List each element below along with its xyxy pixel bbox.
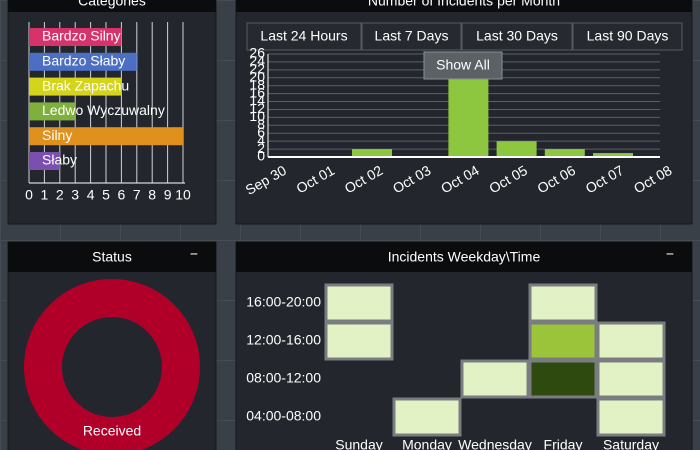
panel-title: Status <box>92 249 132 265</box>
column-label: Sunday <box>335 437 382 450</box>
range-button[interactable] <box>246 22 362 51</box>
bar <box>29 127 183 146</box>
heat-cell <box>324 321 394 361</box>
bar-label: Ledwo Wyczuwalny <box>42 102 165 118</box>
bar <box>593 153 633 157</box>
range-button-label[interactable]: Last 7 Days <box>375 28 449 44</box>
bar <box>29 52 137 71</box>
bar-label: Brak Zapachu <box>42 77 129 93</box>
x-tick-label: 3 <box>71 187 79 203</box>
collapse-button[interactable]: − <box>666 246 674 262</box>
bar-label: Słaby <box>42 152 77 168</box>
show-all-label[interactable]: Show All <box>436 57 490 73</box>
y-tick-label: 0 <box>257 148 265 164</box>
bar-label: Silny <box>42 127 72 143</box>
bar <box>496 141 537 157</box>
range-button[interactable] <box>461 22 573 51</box>
x-tick-label: 9 <box>164 187 172 203</box>
row-label: 12:00-16:00 <box>246 332 321 348</box>
heat-cell <box>460 359 530 399</box>
panel-header <box>8 0 216 12</box>
y-tick-label: 12 <box>249 100 265 116</box>
bar-label: Bardzo Słaby <box>42 53 125 69</box>
panel-header <box>236 0 692 12</box>
column-label: Friday <box>544 437 583 450</box>
y-tick-label: 18 <box>249 76 265 92</box>
range-button[interactable] <box>361 22 462 51</box>
bar-label: Bardzo Silny <box>42 28 121 44</box>
y-tick-label: 16 <box>249 84 265 100</box>
x-tick-label: 2 <box>56 187 64 203</box>
range-button-label[interactable]: Last 30 Days <box>476 28 558 44</box>
x-tick-label: 8 <box>148 187 156 203</box>
panel-title: Categories <box>78 0 146 9</box>
bar <box>29 102 76 121</box>
heat-cell <box>596 397 666 437</box>
bar <box>448 77 489 157</box>
x-tick-label: 10 <box>175 187 191 203</box>
collapse-button[interactable]: − <box>190 246 198 262</box>
x-tick-label: 7 <box>133 187 141 203</box>
panel-header <box>8 242 216 272</box>
slice-label: Received <box>83 423 141 439</box>
bar <box>352 149 392 157</box>
bar <box>29 28 122 46</box>
y-tick-label: 24 <box>249 53 265 69</box>
panel-title: Number of Incidents per Month <box>368 0 560 9</box>
x-tick-label: 1 <box>41 187 49 203</box>
y-tick-label: 14 <box>249 92 265 108</box>
x-tick-label: 5 <box>102 187 110 203</box>
heat-cell <box>596 359 666 399</box>
y-tick-label: 10 <box>249 108 265 124</box>
heat-cell <box>596 321 666 361</box>
pie-slice <box>24 279 200 450</box>
panel-title: Incidents Weekday\Time <box>388 249 541 265</box>
bar <box>29 77 122 96</box>
x-tick-label: 0 <box>25 187 33 203</box>
heat-cell <box>392 397 462 437</box>
panel-header <box>236 242 692 272</box>
x-tick-label: 4 <box>87 187 95 203</box>
bar <box>544 149 585 157</box>
range-button[interactable] <box>572 22 683 51</box>
x-tick-label: 6 <box>118 187 126 203</box>
y-tick-label: 22 <box>249 61 265 77</box>
y-tick-label: 6 <box>257 124 265 140</box>
row-label: 16:00-20:00 <box>246 294 321 310</box>
heat-cell <box>324 283 394 323</box>
column-label: Monday <box>402 437 452 450</box>
y-tick-label: 8 <box>257 116 265 132</box>
y-tick-label: 26 <box>249 45 265 61</box>
column-label: Saturday <box>603 437 659 450</box>
heat-cell <box>528 321 598 361</box>
heat-cell <box>528 359 598 399</box>
range-button-label[interactable]: Last 24 Hours <box>260 28 347 44</box>
y-tick-label: 4 <box>257 132 265 148</box>
column-label: Wednesday <box>458 437 532 450</box>
bar <box>29 152 60 170</box>
show-all-button[interactable] <box>423 51 503 80</box>
heat-cell <box>528 283 598 323</box>
row-label: 04:00-08:00 <box>246 408 321 424</box>
y-tick-label: 2 <box>257 140 265 156</box>
y-tick-label: 20 <box>249 68 265 84</box>
row-label: 08:00-12:00 <box>246 370 321 386</box>
range-button-label[interactable]: Last 90 Days <box>587 28 669 44</box>
